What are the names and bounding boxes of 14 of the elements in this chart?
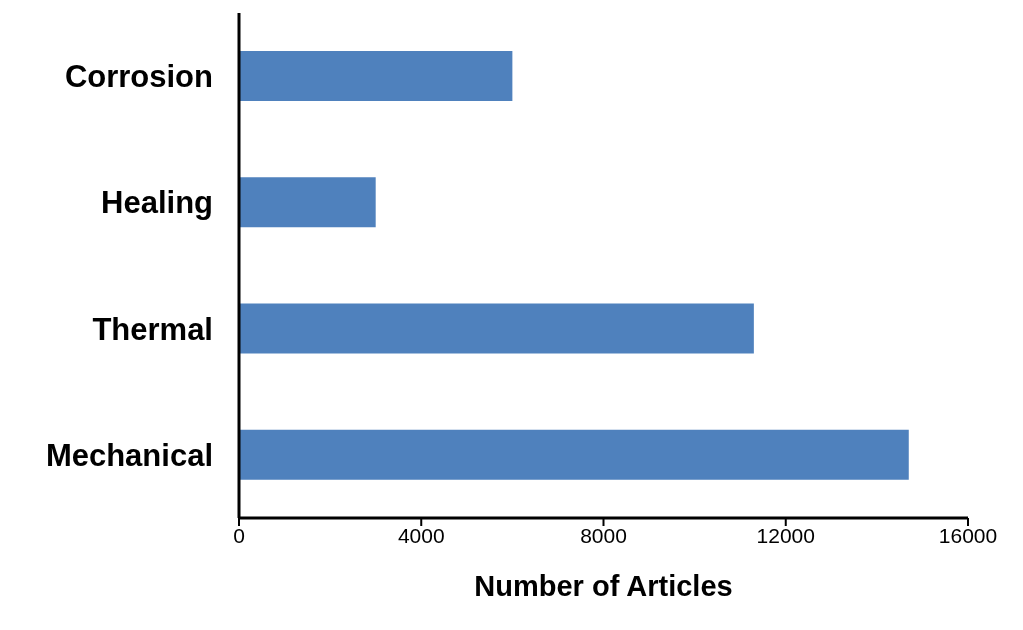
x-tick-label: 8000 [580,523,627,547]
bar [239,303,754,354]
bar [239,51,513,101]
x-tick-label: 0 [233,523,245,547]
y-tick-label: Mechanical [45,437,213,473]
x-axis-title: Number of Articles [474,570,733,602]
bar [239,177,376,228]
bar [239,429,909,480]
y-tick-label: Thermal [92,311,213,347]
x-tick-label: 16000 [938,523,998,547]
y-tick-label: Corrosion [64,59,213,95]
x-tick-label: 4000 [397,523,445,547]
y-tick-label: Healing [101,185,213,221]
x-tick-label: 12000 [756,523,815,547]
